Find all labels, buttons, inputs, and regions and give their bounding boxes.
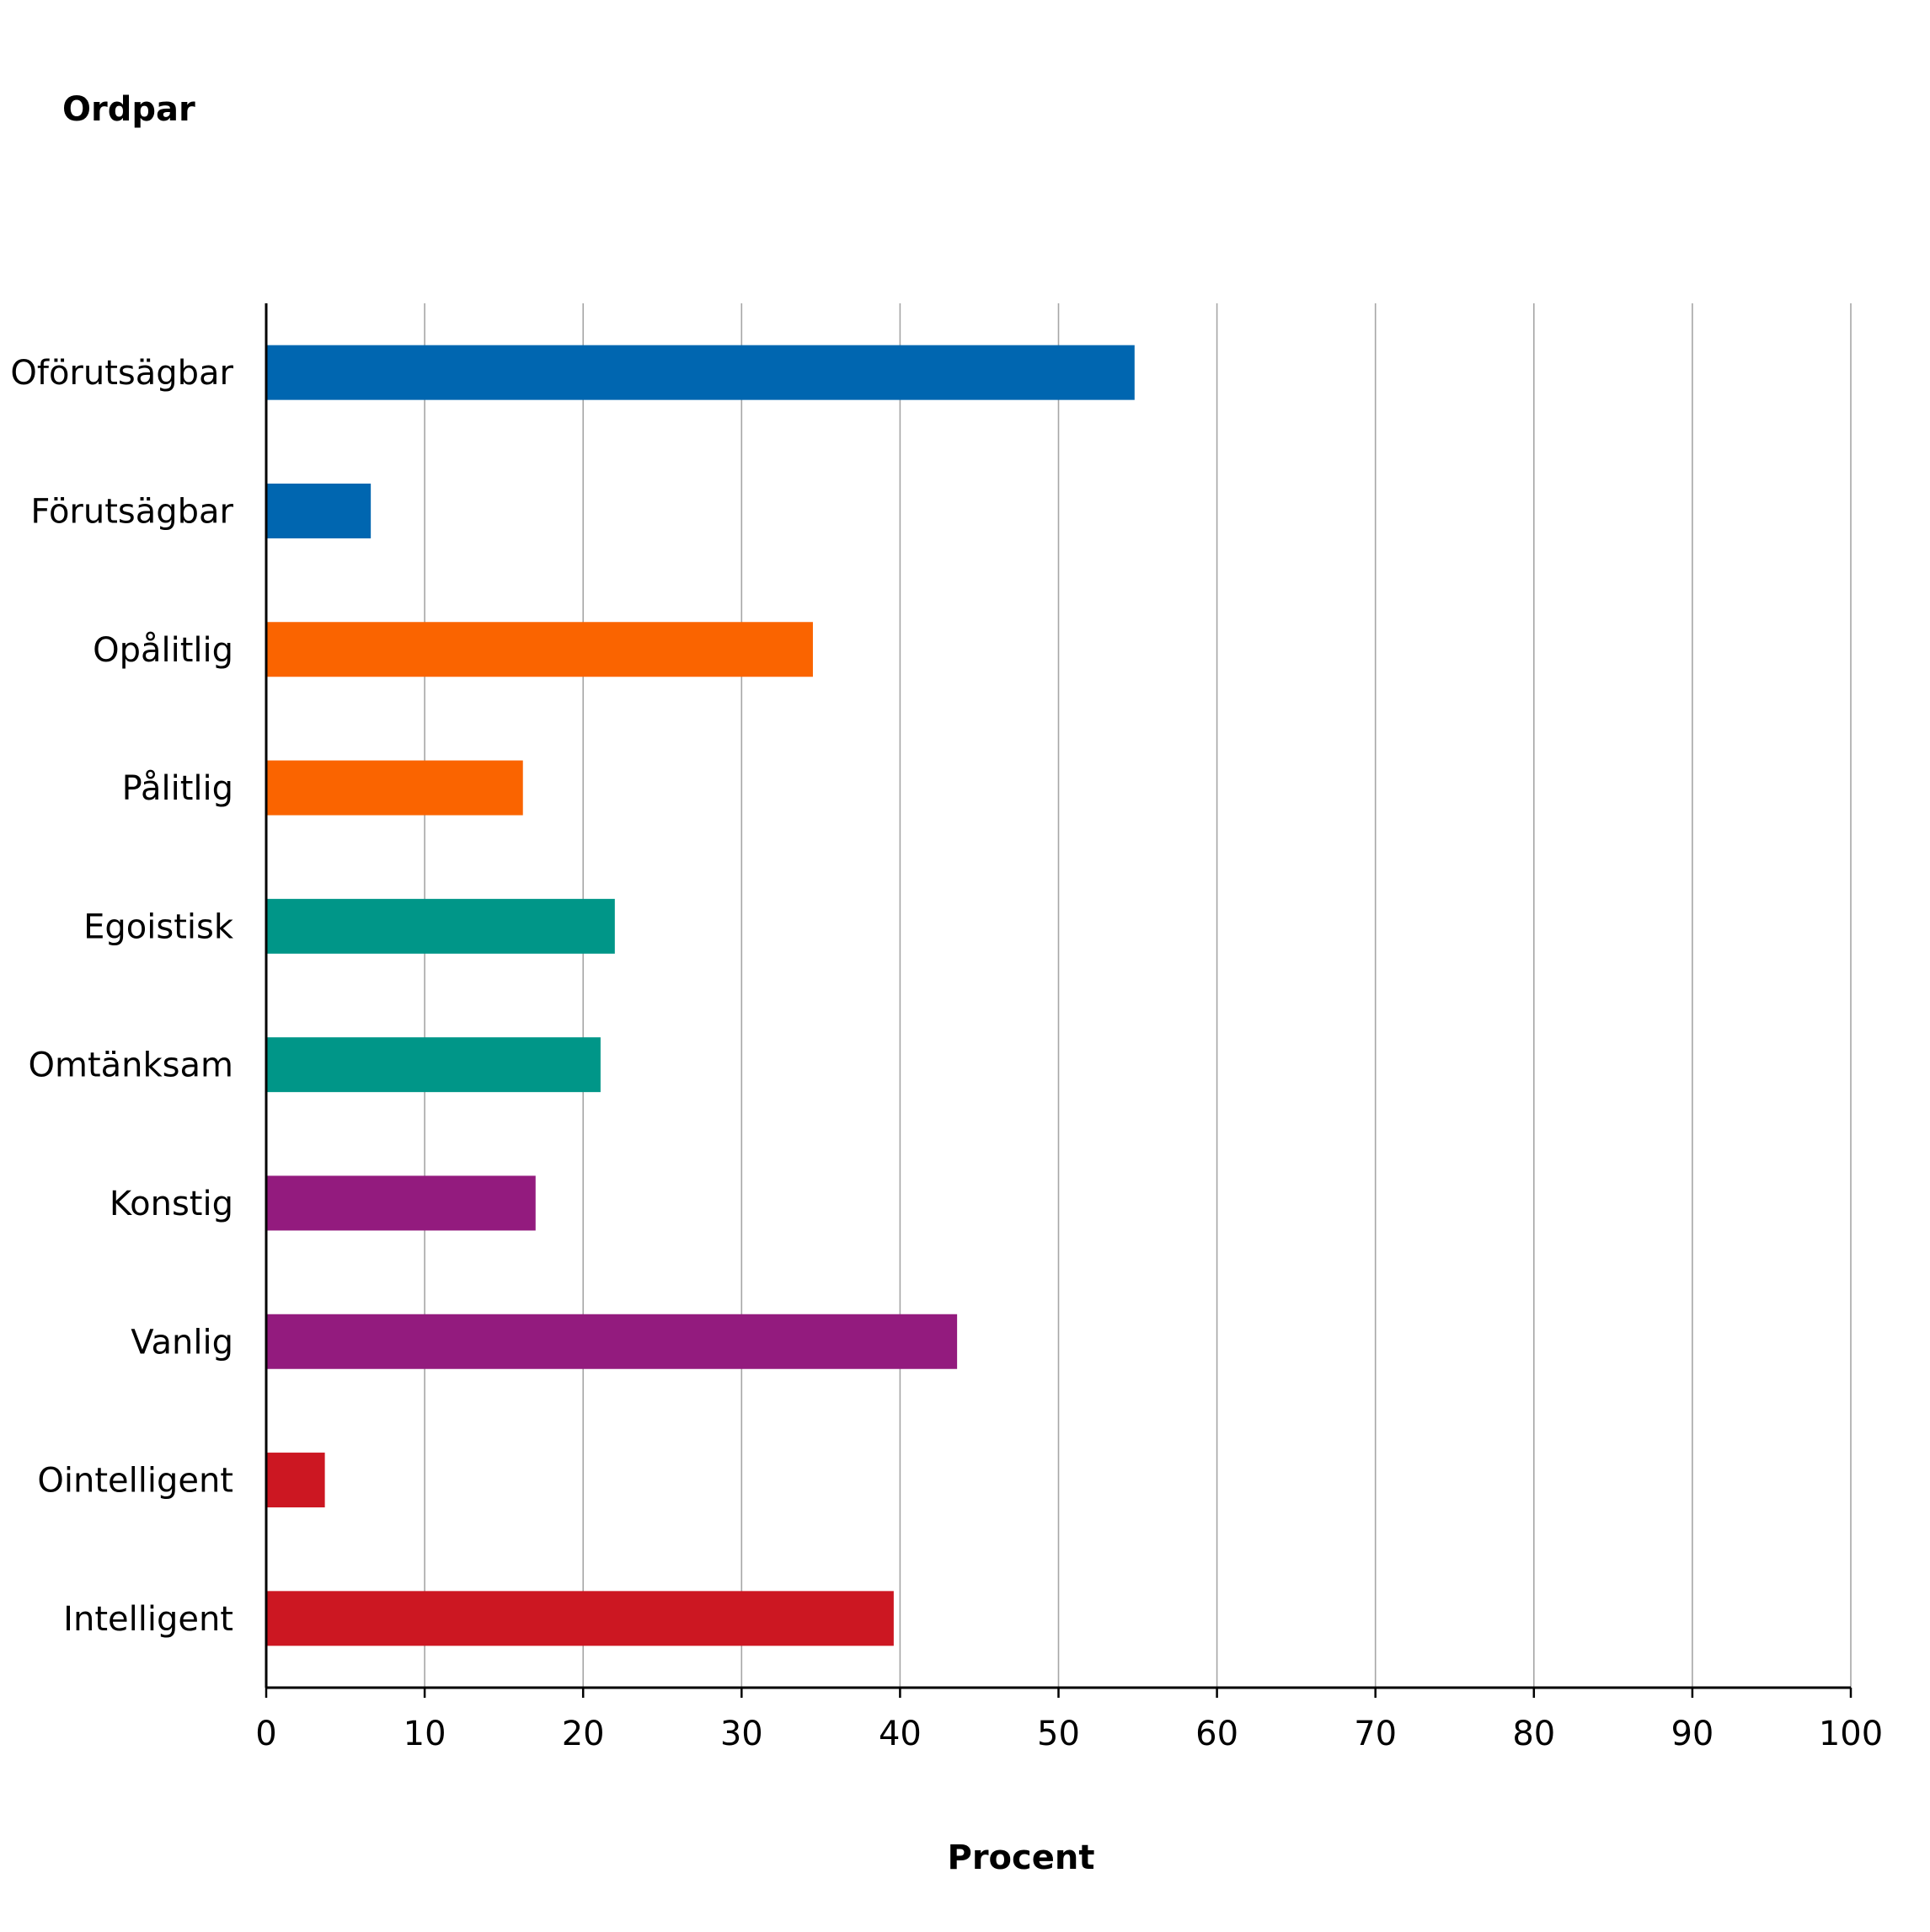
x-tick-label: 90 <box>1671 1715 1713 1753</box>
category-label: Pålitlig <box>122 769 233 808</box>
x-tick-label: 20 <box>562 1715 605 1753</box>
x-tick-label: 70 <box>1354 1715 1397 1753</box>
x-tick-label: 100 <box>1819 1715 1883 1753</box>
category-label: Omtänksam <box>29 1046 233 1085</box>
x-tick-label: 40 <box>879 1715 922 1753</box>
category-label: Opålitlig <box>93 631 233 670</box>
y-axis-title: Ordpar <box>62 90 195 129</box>
category-label: Oförutsägbar <box>10 354 233 393</box>
bar <box>266 898 615 954</box>
x-tick-label: 80 <box>1512 1715 1555 1753</box>
bar <box>266 345 1135 400</box>
bar <box>266 1453 325 1508</box>
x-tick-label: 10 <box>404 1715 446 1753</box>
tick-labels: 0 10 20 30 40 50 60 70 80 90 100 <box>255 1715 1883 1753</box>
gridlines <box>424 303 1852 1688</box>
x-tick-label: 0 <box>255 1715 276 1753</box>
bar <box>266 622 813 677</box>
axes <box>265 303 1852 1698</box>
bar <box>266 1314 958 1369</box>
category-label: Vanlig <box>131 1323 233 1362</box>
x-tick-label: 60 <box>1195 1715 1238 1753</box>
bar <box>266 1037 601 1093</box>
category-label: Ointelligent <box>37 1462 233 1501</box>
x-axis-title: Procent <box>948 1838 1095 1877</box>
x-tick-label: 50 <box>1037 1715 1080 1753</box>
category-label: Intelligent <box>63 1600 233 1639</box>
bar <box>266 760 523 816</box>
bar <box>266 1175 536 1231</box>
category-label: Förutsägbar <box>30 492 233 531</box>
x-tick-label: 30 <box>720 1715 763 1753</box>
bar <box>266 1591 894 1646</box>
category-label: Konstig <box>110 1185 233 1223</box>
bars <box>266 345 1135 1646</box>
category-labels: Oförutsägbar Förutsägbar Opålitlig Pålitlig… <box>10 354 233 1639</box>
category-label: Egoistisk <box>83 907 234 946</box>
bar <box>266 483 372 538</box>
